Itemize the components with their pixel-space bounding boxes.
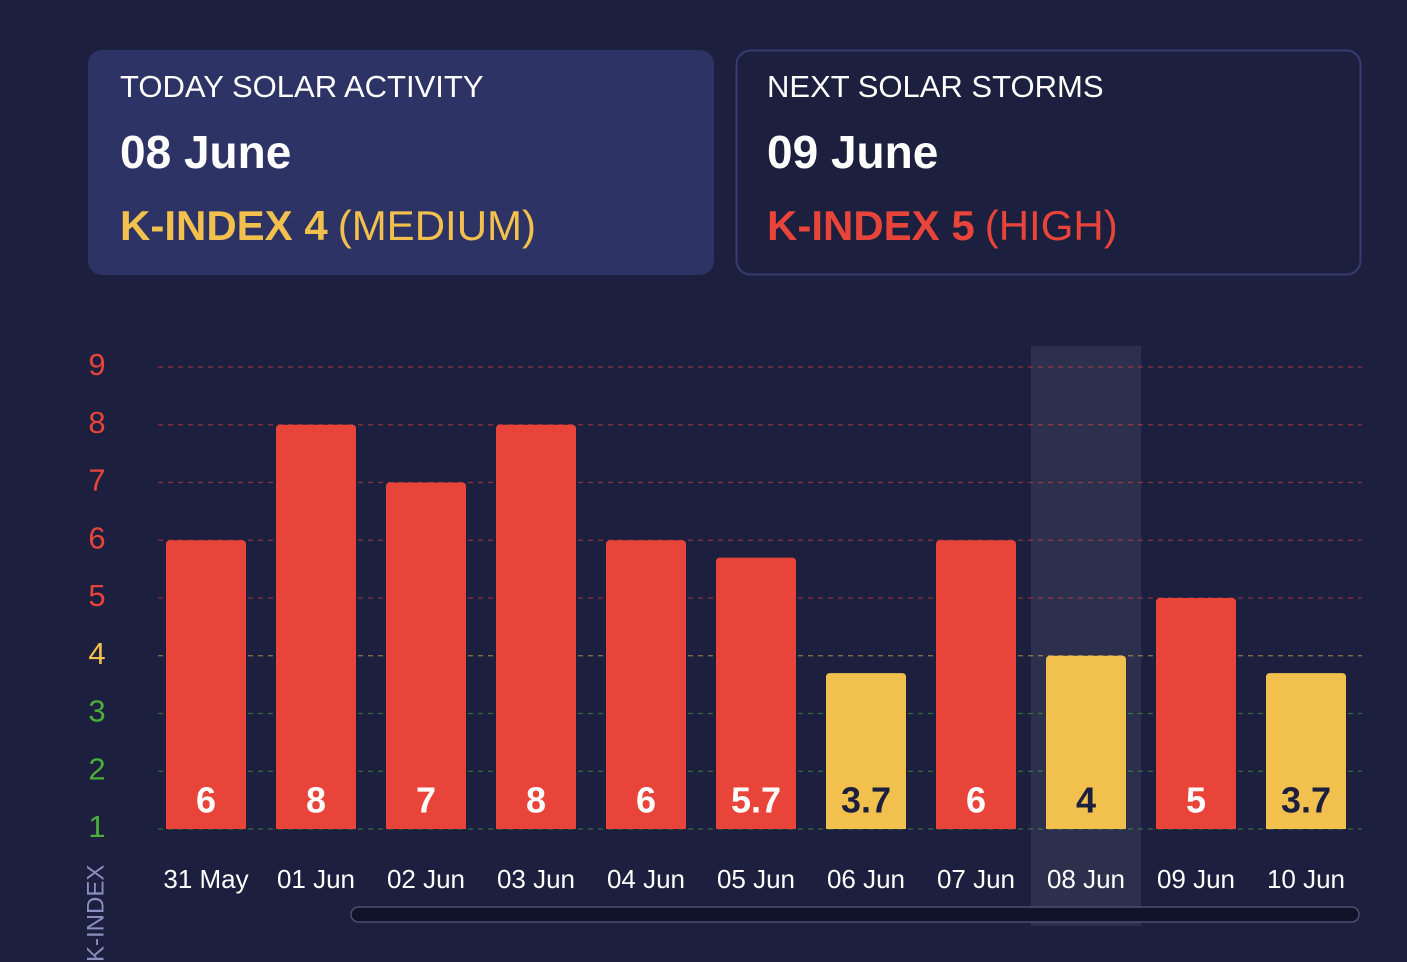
card-date: 09 June — [767, 126, 938, 178]
bar — [606, 540, 686, 829]
kindex-level: (MEDIUM) — [338, 202, 536, 249]
value-label: 5.7 — [731, 780, 781, 821]
x-tick-label: 03 Jun — [497, 864, 575, 894]
card-label: TODAY SOLAR ACTIVITY — [120, 69, 484, 104]
card-date: 08 June — [120, 126, 291, 178]
card-today — [88, 50, 714, 275]
bar — [1156, 598, 1236, 829]
y-tick-label: 4 — [88, 636, 105, 671]
value-label: 8 — [306, 780, 326, 821]
value-label: 7 — [416, 780, 436, 821]
x-tick-label: 10 Jun — [1267, 864, 1345, 894]
x-tick-label: 01 Jun — [277, 864, 355, 894]
bar — [716, 557, 796, 829]
bar — [936, 540, 1016, 829]
bar — [1046, 655, 1126, 829]
value-label: 4 — [1076, 780, 1096, 821]
bar — [276, 424, 356, 829]
value-label: 6 — [966, 780, 986, 821]
y-tick-label: 6 — [88, 520, 105, 555]
value-label: 5 — [1186, 780, 1206, 821]
card-kindex: K-INDEX 5 (HIGH) — [767, 202, 1118, 249]
x-tick-label: 02 Jun — [387, 864, 465, 894]
kindex-value: K-INDEX 4 — [120, 202, 328, 249]
y-tick-label: 5 — [88, 578, 105, 613]
x-tick-label: 05 Jun — [717, 864, 795, 894]
highlight-column — [1031, 346, 1141, 926]
kindex-level: (HIGH) — [985, 202, 1118, 249]
x-tick-label: 08 Jun — [1047, 864, 1125, 894]
bar — [826, 673, 906, 829]
x-tick-label: 04 Jun — [607, 864, 685, 894]
value-label: 3.7 — [841, 780, 891, 821]
card-label: NEXT SOLAR STORMS — [767, 69, 1104, 104]
value-label: 8 — [526, 780, 546, 821]
y-tick-label: 9 — [88, 347, 105, 382]
scrollbar — [350, 906, 1360, 923]
y-tick-label: 3 — [88, 694, 105, 729]
y-tick-label: 7 — [88, 463, 105, 498]
kindex-value: K-INDEX 5 — [767, 202, 975, 249]
card-kindex: K-INDEX 4 (MEDIUM) — [120, 202, 536, 249]
value-label: 6 — [196, 780, 216, 821]
bar — [166, 540, 246, 829]
x-tick-label: 31 May — [163, 864, 248, 894]
y-tick-label: 2 — [88, 751, 105, 786]
x-tick-label: 07 Jun — [937, 864, 1015, 894]
card-next — [735, 49, 1362, 276]
value-label: 6 — [636, 780, 656, 821]
bar — [496, 424, 576, 829]
y-axis-label: K-INDEX — [82, 865, 109, 962]
x-tick-label: 06 Jun — [827, 864, 905, 894]
x-tick-label: 09 Jun — [1157, 864, 1235, 894]
y-tick-label: 8 — [88, 405, 105, 440]
bar — [1266, 673, 1346, 829]
bar — [386, 482, 466, 829]
y-tick-label: 1 — [88, 809, 105, 844]
value-label: 3.7 — [1281, 780, 1331, 821]
